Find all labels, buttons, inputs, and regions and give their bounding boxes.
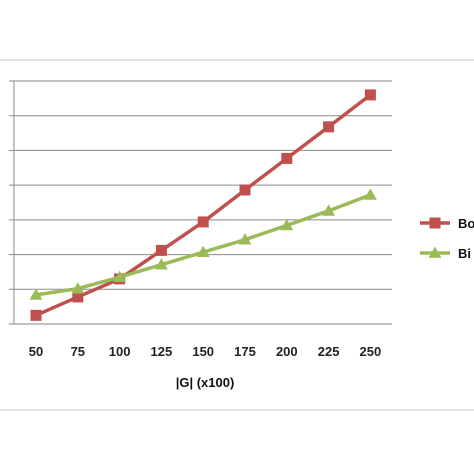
legend: Bo Bi bbox=[420, 216, 474, 261]
data-point-square bbox=[323, 121, 335, 133]
data-point-square bbox=[197, 216, 209, 228]
data-point-square bbox=[239, 184, 251, 196]
x-tick-label: 125 bbox=[151, 344, 173, 359]
x-tick-label: 50 bbox=[29, 344, 43, 359]
legend-item: Bo bbox=[420, 216, 474, 231]
data-point-square bbox=[364, 89, 376, 101]
data-point-triangle bbox=[29, 288, 43, 300]
data-point-square bbox=[72, 291, 84, 303]
legend-label: Bo bbox=[458, 216, 474, 231]
data-point-triangle bbox=[280, 218, 294, 231]
series-2 bbox=[29, 188, 377, 300]
x-tick-label: 75 bbox=[71, 344, 85, 359]
data-point-triangle bbox=[322, 204, 336, 216]
x-tick-label: 250 bbox=[360, 344, 382, 359]
x-tick-label: 200 bbox=[276, 344, 298, 359]
data-point-square bbox=[155, 244, 167, 256]
data-point-square bbox=[281, 152, 293, 164]
x-tick-label: 150 bbox=[192, 344, 214, 359]
x-tick-label: 225 bbox=[318, 344, 340, 359]
gridlines bbox=[9, 80, 392, 325]
legend-item: Bi bbox=[420, 246, 471, 261]
series-line bbox=[35, 93, 372, 317]
data-point-square bbox=[429, 217, 441, 229]
series-1 bbox=[30, 89, 376, 321]
data-point-triangle bbox=[238, 233, 252, 245]
data-point-triangle bbox=[113, 270, 127, 283]
series-line bbox=[35, 193, 372, 297]
x-tick-labels: 50 75 100 125 150 175 200 225 250 bbox=[29, 344, 381, 359]
x-axis-label: |G| (x100) bbox=[176, 375, 235, 390]
series-layer bbox=[29, 89, 377, 321]
x-tick-label: 100 bbox=[109, 344, 131, 359]
data-point-triangle bbox=[428, 246, 442, 258]
data-point-triangle bbox=[71, 282, 85, 294]
legend-label: Bi bbox=[458, 246, 471, 261]
data-point-triangle bbox=[363, 188, 377, 200]
data-point-square bbox=[30, 309, 42, 321]
data-point-triangle bbox=[196, 245, 210, 258]
x-tick-label: 175 bbox=[234, 344, 256, 359]
data-point-triangle bbox=[154, 258, 168, 270]
